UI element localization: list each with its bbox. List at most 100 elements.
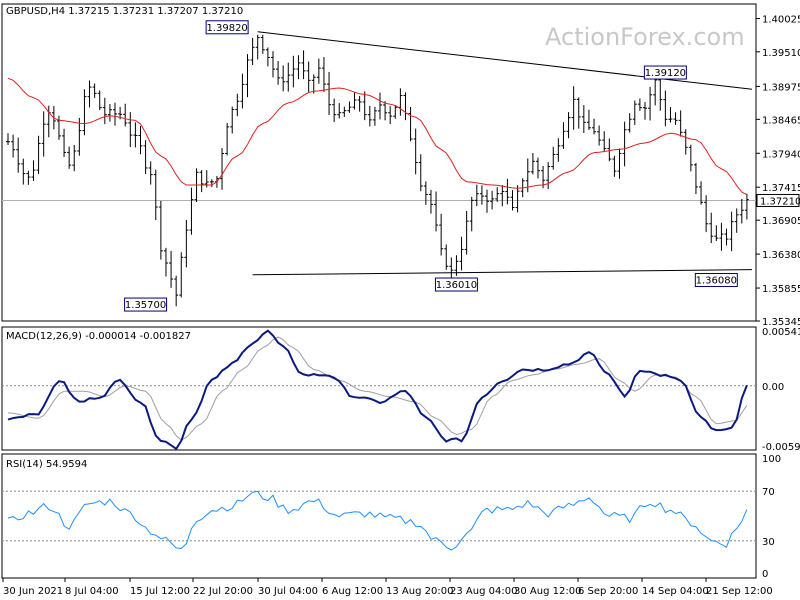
ohlc-bar[interactable] bbox=[602, 131, 607, 153]
ohlc-bar[interactable] bbox=[378, 92, 382, 120]
ohlc-bar[interactable] bbox=[281, 65, 286, 92]
ohlc-bar[interactable] bbox=[704, 195, 709, 233]
ohlc-bar[interactable] bbox=[744, 193, 749, 220]
ohlc-bar[interactable] bbox=[673, 112, 678, 125]
ohlc-bar[interactable] bbox=[566, 112, 571, 139]
ohlc-bar[interactable] bbox=[270, 51, 275, 78]
ohlc-bar[interactable] bbox=[265, 47, 270, 67]
ohlc-bar[interactable] bbox=[123, 103, 128, 127]
ohlc-bar[interactable] bbox=[67, 146, 72, 169]
ohlc-bar[interactable] bbox=[719, 222, 724, 251]
ohlc-bar[interactable] bbox=[500, 185, 505, 207]
ohlc-bar[interactable] bbox=[413, 128, 418, 175]
ohlc-bar[interactable] bbox=[250, 37, 255, 66]
ohlc-bar[interactable] bbox=[418, 154, 423, 192]
ohlc-bar[interactable] bbox=[291, 55, 296, 88]
ohlc-bar[interactable] bbox=[41, 111, 46, 157]
ohlc-bar[interactable] bbox=[556, 138, 561, 162]
ohlc-bar[interactable] bbox=[36, 135, 41, 175]
ohlc-bar[interactable] bbox=[133, 122, 138, 148]
ohlc-bar[interactable] bbox=[316, 58, 321, 84]
ohlc-bar[interactable] bbox=[474, 184, 479, 207]
ohlc-bar[interactable] bbox=[138, 126, 143, 155]
ohlc-bar[interactable] bbox=[367, 105, 372, 127]
ohlc-bar[interactable] bbox=[184, 219, 189, 268]
ohlc-bar[interactable] bbox=[709, 212, 714, 244]
ohlc-bar[interactable] bbox=[332, 98, 337, 123]
ohlc-bar[interactable] bbox=[97, 90, 102, 111]
ohlc-bar[interactable] bbox=[72, 144, 77, 172]
ohlc-bar[interactable] bbox=[683, 129, 688, 155]
ohlc-bar[interactable] bbox=[62, 128, 67, 158]
ohlc-bar[interactable] bbox=[495, 187, 500, 202]
ohlc-bar[interactable] bbox=[372, 106, 377, 126]
ohlc-bar[interactable] bbox=[82, 89, 87, 136]
ohlc-bar[interactable] bbox=[388, 106, 393, 124]
ohlc-bar[interactable] bbox=[699, 181, 704, 205]
ohlc-bar[interactable] bbox=[347, 101, 352, 113]
ohlc-bar[interactable] bbox=[143, 140, 148, 175]
ohlc-bar[interactable] bbox=[11, 134, 16, 158]
ohlc-bar[interactable] bbox=[87, 80, 92, 108]
ohlc-bar[interactable] bbox=[459, 236, 464, 271]
ohlc-bar[interactable] bbox=[724, 228, 729, 246]
ohlc-bar[interactable] bbox=[607, 138, 612, 162]
ohlc-bar[interactable] bbox=[306, 61, 311, 92]
ohlc-bar[interactable] bbox=[530, 153, 535, 175]
ohlc-bar[interactable] bbox=[663, 90, 668, 127]
ohlc-bar[interactable] bbox=[597, 125, 602, 146]
ohlc-bar[interactable] bbox=[301, 50, 306, 80]
ohlc-bar[interactable] bbox=[199, 170, 204, 193]
ohlc-bar[interactable] bbox=[479, 185, 484, 205]
ohlc-bar[interactable] bbox=[485, 189, 490, 213]
ohlc-bar[interactable] bbox=[515, 185, 520, 213]
ohlc-bar[interactable] bbox=[632, 100, 637, 125]
ohlc-bar[interactable] bbox=[490, 190, 495, 210]
ohlc-bar[interactable] bbox=[225, 122, 230, 156]
ohlc-bar[interactable] bbox=[163, 247, 168, 277]
ohlc-bar[interactable] bbox=[21, 158, 26, 185]
ohlc-bar[interactable] bbox=[113, 102, 118, 126]
ohlc-bar[interactable] bbox=[535, 157, 540, 179]
ohlc-bar[interactable] bbox=[592, 118, 597, 135]
ohlc-bar[interactable] bbox=[658, 75, 663, 111]
ohlc-bar[interactable] bbox=[428, 189, 433, 214]
ohlc-bar[interactable] bbox=[444, 244, 449, 270]
ohlc-bar[interactable] bbox=[546, 162, 551, 189]
ohlc-bar[interactable] bbox=[393, 105, 398, 119]
ohlc-bar[interactable] bbox=[729, 211, 734, 252]
ohlc-bar[interactable] bbox=[296, 55, 301, 80]
ohlc-bar[interactable] bbox=[586, 109, 591, 130]
ohlc-bar[interactable] bbox=[77, 117, 82, 156]
ohlc-bar[interactable] bbox=[561, 122, 566, 149]
ohlc-bar[interactable] bbox=[423, 181, 428, 205]
ohlc-bar[interactable] bbox=[286, 62, 291, 92]
ohlc-bar[interactable] bbox=[31, 160, 36, 181]
ohlc-bar[interactable] bbox=[464, 210, 469, 255]
ohlc-bar[interactable] bbox=[189, 187, 194, 235]
ohlc-bar[interactable] bbox=[321, 57, 326, 92]
ohlc-bar[interactable] bbox=[739, 199, 744, 224]
ohlc-bar[interactable] bbox=[642, 102, 647, 120]
ohlc-bar[interactable] bbox=[510, 190, 515, 211]
ohlc-bar[interactable] bbox=[220, 148, 225, 190]
ohlc-bar[interactable] bbox=[342, 106, 347, 117]
ohlc-bar[interactable] bbox=[668, 107, 673, 123]
ohlc-bar[interactable] bbox=[148, 161, 153, 185]
rsi-panel[interactable] bbox=[2, 490, 756, 551]
ohlc-bar[interactable] bbox=[571, 86, 576, 130]
ohlc-bar[interactable] bbox=[153, 169, 158, 221]
ohlc-bar[interactable] bbox=[327, 71, 332, 116]
ohlc-bar[interactable] bbox=[16, 137, 21, 173]
ohlc-bar[interactable] bbox=[383, 101, 388, 121]
ohlc-bar[interactable] bbox=[26, 170, 31, 185]
ohlc-bar[interactable] bbox=[255, 34, 260, 60]
ohlc-bar[interactable] bbox=[714, 225, 719, 241]
ohlc-bar[interactable] bbox=[235, 93, 240, 117]
ohlc-bar[interactable] bbox=[352, 92, 357, 110]
ohlc-bar[interactable] bbox=[612, 155, 617, 177]
ohlc-bar[interactable] bbox=[581, 105, 586, 133]
ohlc-bar[interactable] bbox=[688, 144, 693, 172]
ohlc-bar[interactable] bbox=[230, 106, 235, 134]
ohlc-bar[interactable] bbox=[276, 61, 281, 85]
